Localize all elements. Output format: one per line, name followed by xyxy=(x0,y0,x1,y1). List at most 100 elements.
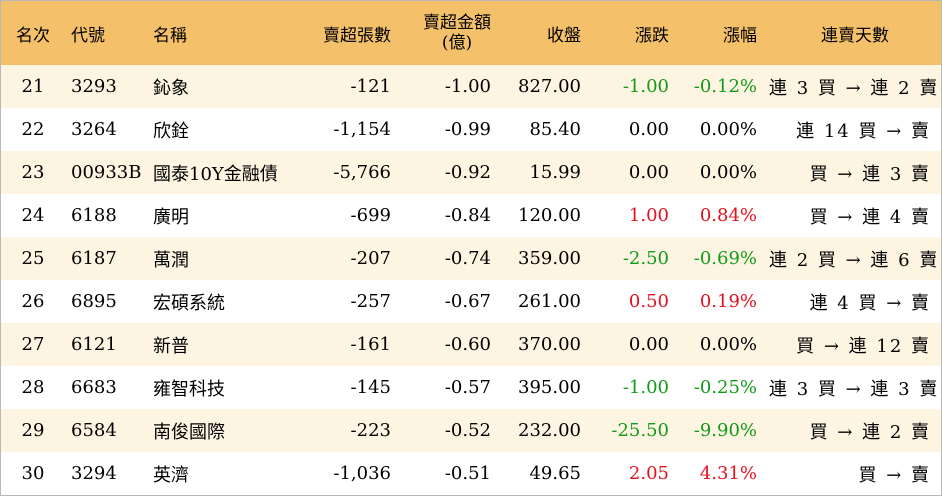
cell-sell-lots: -161 xyxy=(350,334,391,355)
cell-streak: 買 → 連 12 賣 xyxy=(796,335,931,357)
cell-streak: 連 4 買 → 賣 xyxy=(809,292,931,314)
cell-close: 120.00 xyxy=(518,205,581,226)
cell-sell-amount: -0.84 xyxy=(444,205,491,226)
cell-name[interactable]: 南俊國際 xyxy=(153,421,225,443)
cell-code[interactable]: 6188 xyxy=(71,205,117,226)
cell-name[interactable]: 萬潤 xyxy=(153,249,189,271)
cell-sell-amount: -0.57 xyxy=(444,377,491,398)
header-name[interactable]: 名稱 xyxy=(153,25,187,46)
cell-change-pct: -0.25% xyxy=(693,377,757,398)
cell-change-pct: 0.00% xyxy=(699,119,757,140)
cell-code[interactable]: 3293 xyxy=(71,76,117,97)
cell-name[interactable]: 鈊象 xyxy=(153,77,189,99)
cell-change: 1.00 xyxy=(628,205,669,226)
cell-sell-amount: -0.74 xyxy=(444,248,491,269)
cell-sell-amount: -1.00 xyxy=(444,76,491,97)
cell-name[interactable]: 雍智科技 xyxy=(153,378,225,400)
cell-change-pct: 0.00% xyxy=(699,162,757,183)
header-sell-lots[interactable]: 賣超張數 xyxy=(323,25,391,46)
cell-rank: 29 xyxy=(21,420,45,441)
header-code[interactable]: 代號 xyxy=(71,25,105,46)
cell-close: 359.00 xyxy=(518,248,581,269)
cell-code[interactable]: 3294 xyxy=(71,463,117,484)
cell-rank: 28 xyxy=(21,377,45,398)
table-row[interactable]: 28 6683 雍智科技 -145 -0.57 395.00 -1.00 -0.… xyxy=(1,366,941,409)
cell-rank: 22 xyxy=(21,119,45,140)
cell-close: 827.00 xyxy=(518,76,581,97)
cell-rank: 25 xyxy=(21,248,45,269)
table-row[interactable]: 22 3264 欣銓 -1,154 -0.99 85.40 0.00 0.00%… xyxy=(1,108,941,151)
cell-name[interactable]: 新普 xyxy=(153,335,189,357)
table-row[interactable]: 29 6584 南俊國際 -223 -0.52 232.00 -25.50 -9… xyxy=(1,409,941,452)
table-header: 名次 代號 名稱 賣超張數 賣超金額 (億) 收盤 漲跌 漲幅 連賣天數 xyxy=(1,1,941,65)
cell-code[interactable]: 6584 xyxy=(71,420,117,441)
table-row[interactable]: 26 6895 宏碩系統 -257 -0.67 261.00 0.50 0.19… xyxy=(1,280,941,323)
cell-change: 0.00 xyxy=(628,162,669,183)
cell-sell-amount: -0.51 xyxy=(444,463,491,484)
cell-sell-lots: -121 xyxy=(350,76,391,97)
cell-code[interactable]: 00933B xyxy=(71,162,142,183)
cell-rank: 26 xyxy=(21,291,45,312)
header-sell-amount[interactable]: 賣超金額 (億) xyxy=(399,1,499,65)
cell-streak: 連 3 買 → 連 3 賣 xyxy=(769,378,940,400)
cell-code[interactable]: 6895 xyxy=(71,291,117,312)
cell-code[interactable]: 6683 xyxy=(71,377,117,398)
table-row[interactable]: 21 3293 鈊象 -121 -1.00 827.00 -1.00 -0.12… xyxy=(1,65,941,108)
cell-change: -1.00 xyxy=(622,377,669,398)
cell-sell-lots: -207 xyxy=(350,248,391,269)
cell-change-pct: -0.12% xyxy=(693,76,757,97)
cell-close: 15.99 xyxy=(529,162,581,183)
header-sell-amount-label: 賣超金額 (億) xyxy=(423,13,491,53)
cell-sell-amount: -0.52 xyxy=(444,420,491,441)
cell-change-pct: -9.90% xyxy=(693,420,757,441)
cell-sell-lots: -1,154 xyxy=(333,119,391,140)
cell-sell-lots: -257 xyxy=(350,291,391,312)
cell-rank: 27 xyxy=(21,334,45,355)
cell-close: 232.00 xyxy=(518,420,581,441)
cell-sell-amount: -0.67 xyxy=(444,291,491,312)
header-sell-amount-line2: (億) xyxy=(441,33,473,53)
cell-name[interactable]: 國泰10Y金融債 xyxy=(153,163,278,185)
cell-name[interactable]: 欣銓 xyxy=(153,120,189,142)
cell-rank: 21 xyxy=(21,76,45,97)
cell-streak: 連 2 買 → 連 6 賣 xyxy=(769,249,940,271)
cell-change: -1.00 xyxy=(622,76,669,97)
header-close[interactable]: 收盤 xyxy=(547,25,581,46)
cell-code[interactable]: 6187 xyxy=(71,248,117,269)
cell-streak: 買 → 連 3 賣 xyxy=(809,163,931,185)
cell-name[interactable]: 廣明 xyxy=(153,206,189,228)
cell-streak: 買 → 賣 xyxy=(858,464,931,486)
table-row[interactable]: 24 6188 廣明 -699 -0.84 120.00 1.00 0.84% … xyxy=(1,194,941,237)
cell-code[interactable]: 3264 xyxy=(71,119,117,140)
cell-close: 395.00 xyxy=(518,377,581,398)
table-row[interactable]: 30 3294 英濟 -1,036 -0.51 49.65 2.05 4.31%… xyxy=(1,452,941,495)
cell-name[interactable]: 宏碩系統 xyxy=(153,292,225,314)
cell-change: 0.00 xyxy=(628,119,669,140)
cell-change: -25.50 xyxy=(611,420,669,441)
cell-sell-lots: -699 xyxy=(350,205,391,226)
header-rank[interactable]: 名次 xyxy=(16,25,50,46)
header-streak[interactable]: 連賣天數 xyxy=(821,25,889,46)
cell-change-pct: 4.31% xyxy=(699,463,757,484)
header-change[interactable]: 漲跌 xyxy=(635,25,669,46)
cell-change-pct: 0.19% xyxy=(699,291,757,312)
table-row[interactable]: 27 6121 新普 -161 -0.60 370.00 0.00 0.00% … xyxy=(1,323,941,366)
cell-sell-amount: -0.99 xyxy=(444,119,491,140)
cell-sell-lots: -223 xyxy=(350,420,391,441)
table-row[interactable]: 25 6187 萬潤 -207 -0.74 359.00 -2.50 -0.69… xyxy=(1,237,941,280)
cell-name[interactable]: 英濟 xyxy=(153,464,189,486)
cell-close: 261.00 xyxy=(518,291,581,312)
table-row[interactable]: 23 00933B 國泰10Y金融債 -5,766 -0.92 15.99 0.… xyxy=(1,151,941,194)
cell-streak: 連 14 買 → 賣 xyxy=(796,120,931,142)
cell-sell-lots: -145 xyxy=(350,377,391,398)
cell-sell-lots: -5,766 xyxy=(333,162,391,183)
header-sell-amount-line1: 賣超金額 xyxy=(423,13,491,33)
cell-rank: 30 xyxy=(21,463,45,484)
header-change-pct[interactable]: 漲幅 xyxy=(723,25,757,46)
cell-close: 49.65 xyxy=(529,463,581,484)
cell-change: 0.50 xyxy=(628,291,669,312)
cell-change-pct: 0.84% xyxy=(699,205,757,226)
cell-code[interactable]: 6121 xyxy=(71,334,117,355)
